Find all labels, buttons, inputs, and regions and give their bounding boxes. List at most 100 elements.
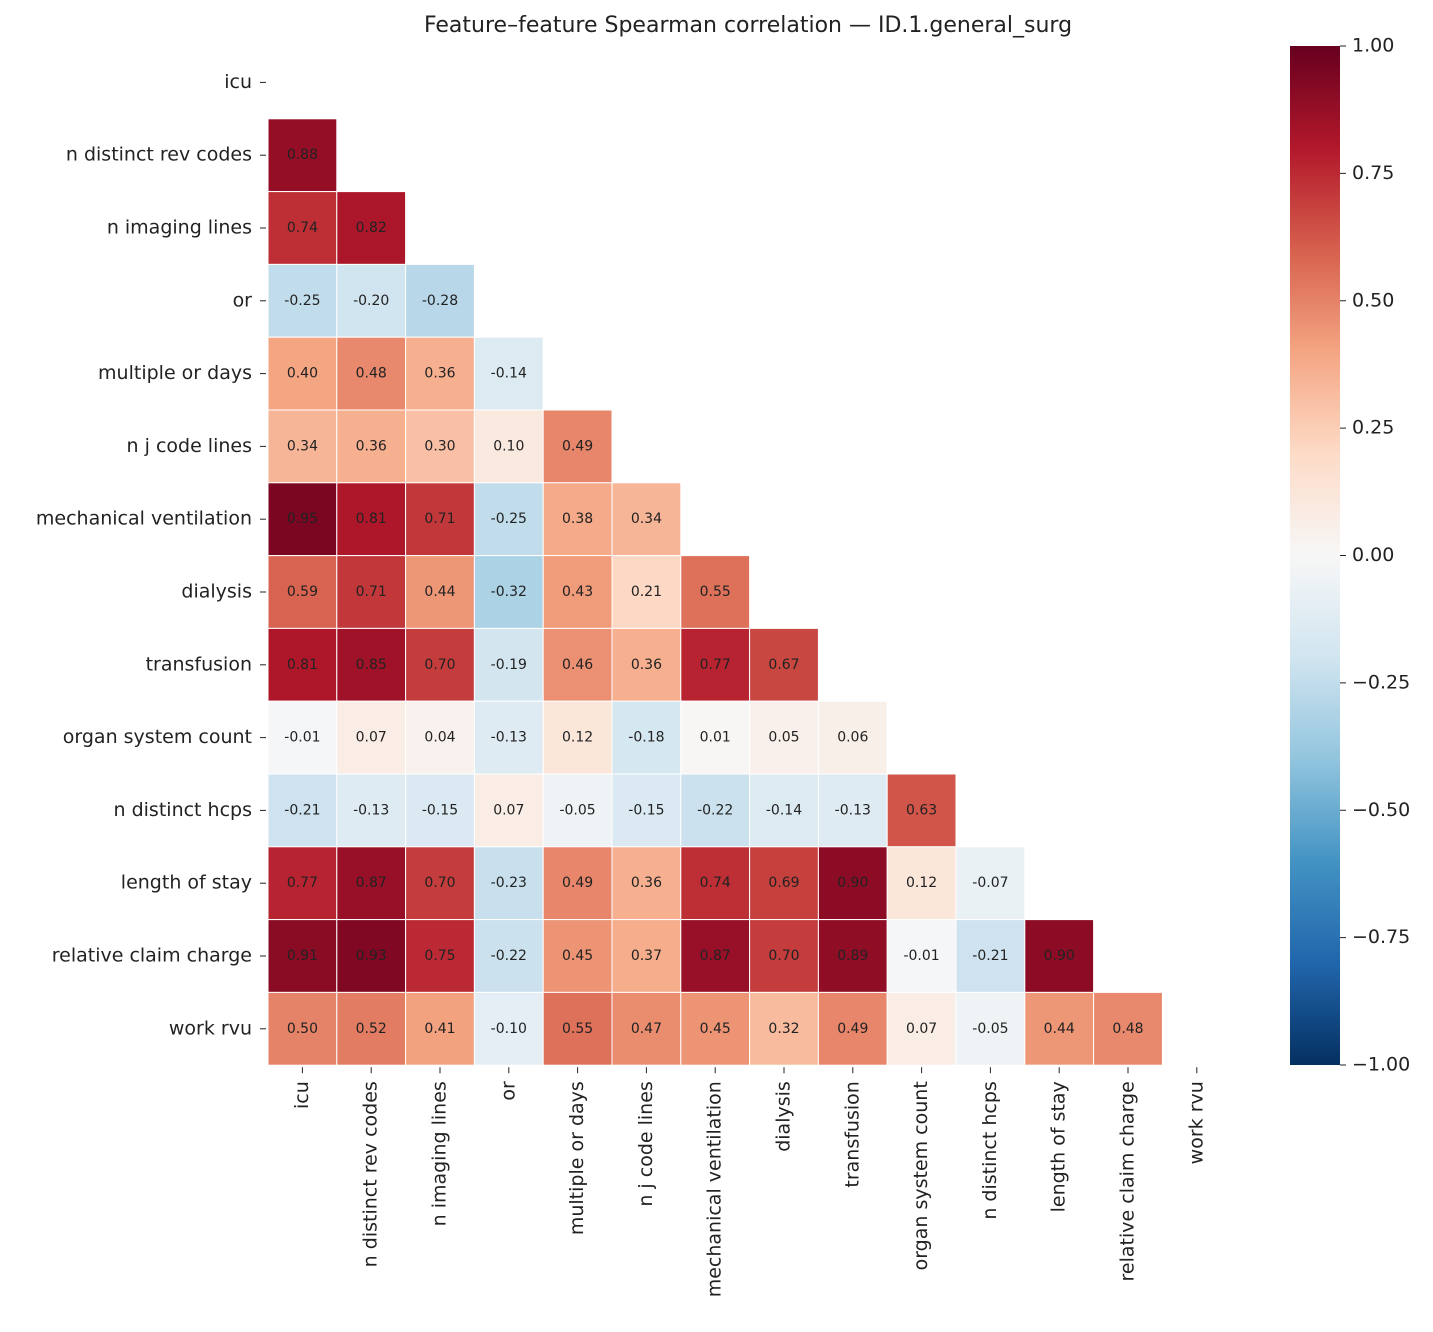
- cell-label: 0.55: [700, 584, 731, 600]
- heatmap-cell: [611, 991, 682, 1066]
- heatmap-cell: [473, 700, 544, 775]
- cell-label: 0.34: [287, 438, 318, 454]
- x-tick-label: organ system count: [910, 1081, 932, 1270]
- heatmap-cell: [336, 336, 407, 411]
- y-tick-label: mechanical ventilation: [36, 508, 252, 530]
- cell-label: -0.01: [284, 730, 320, 746]
- cell-label: 0.87: [356, 875, 387, 891]
- x-tick-label: or: [497, 1081, 519, 1101]
- cell-label: -0.10: [491, 1021, 527, 1037]
- colorbar-tick-label: −0.50: [1352, 799, 1410, 821]
- heatmap-cell: [336, 700, 407, 775]
- cell-label: 0.63: [906, 802, 937, 818]
- heatmap-cell: [955, 991, 1026, 1066]
- cell-label: 0.21: [631, 584, 662, 600]
- colorbar-tick-label: −1.00: [1352, 1054, 1410, 1076]
- heatmap-cell: [405, 482, 475, 557]
- cell-label: 0.48: [1112, 1021, 1143, 1037]
- heatmap-cell: [680, 991, 751, 1066]
- cell-label: 0.45: [562, 948, 593, 964]
- heatmap-cell: [473, 846, 544, 921]
- heatmap-cell: [405, 991, 475, 1066]
- cell-label: -0.22: [491, 948, 527, 964]
- cell-label: 0.41: [424, 1021, 455, 1037]
- heatmap-cell: [405, 336, 475, 411]
- cell-label: 0.70: [424, 657, 455, 673]
- heatmap-cell: [1024, 919, 1095, 993]
- cell-label: 0.07: [493, 802, 524, 818]
- heatmap-cell: [680, 555, 751, 629]
- x-tick-label: dialysis: [773, 1081, 795, 1152]
- cell-label: -0.14: [491, 366, 527, 382]
- y-tick-label: transfusion: [146, 653, 252, 675]
- heatmap-cell: [817, 700, 888, 775]
- cell-label: 0.36: [631, 657, 662, 673]
- cell-label: -0.05: [559, 802, 595, 818]
- heatmap-cell: [611, 919, 682, 993]
- cell-label: 0.07: [356, 730, 387, 746]
- x-tick-label: mechanical ventilation: [704, 1081, 726, 1297]
- cell-label: 0.50: [287, 1021, 318, 1037]
- y-tick-label: n imaging lines: [107, 217, 252, 239]
- heatmap-cell: [886, 919, 957, 993]
- cell-label: -0.21: [972, 948, 1008, 964]
- heatmap-cell: [542, 409, 613, 484]
- heatmap-cell: [749, 700, 819, 775]
- x-tick-label: icu: [291, 1081, 313, 1109]
- heatmap-cell: [611, 555, 682, 629]
- cell-label: -0.14: [766, 802, 802, 818]
- cell-label: 0.32: [768, 1021, 799, 1037]
- cell-label: 0.82: [356, 220, 387, 236]
- cell-label: 0.90: [837, 875, 868, 891]
- cell-label: 0.74: [287, 220, 318, 236]
- heatmap-cell: [473, 991, 544, 1066]
- heatmap-cell: [749, 919, 819, 993]
- cell-label: 0.46: [562, 657, 593, 673]
- heatmap-cell: [886, 991, 957, 1066]
- heatmap-cell: [336, 627, 407, 702]
- heatmap-cell: [611, 846, 682, 921]
- cell-label: -0.15: [628, 802, 664, 818]
- cell-label: -0.28: [422, 293, 458, 309]
- cell-label: 0.37: [631, 948, 662, 964]
- cell-label: -0.18: [628, 730, 664, 746]
- heatmap-cell: [405, 773, 475, 848]
- cell-label: 0.48: [356, 366, 387, 382]
- cell-label: -0.13: [491, 730, 527, 746]
- heatmap-cell: [336, 482, 407, 557]
- colorbar-tick-label: −0.75: [1352, 926, 1410, 948]
- heatmap-cell: [611, 482, 682, 557]
- colorbar: [1290, 46, 1340, 1065]
- heatmap-cell: [473, 627, 544, 702]
- cell-label: -0.13: [835, 802, 871, 818]
- heatmap-cell: [473, 409, 544, 484]
- cell-label: 0.12: [906, 875, 937, 891]
- cell-label: -0.21: [284, 802, 320, 818]
- cell-label: -0.22: [697, 802, 733, 818]
- chart-title: Feature–feature Spearman correlation — I…: [424, 13, 1072, 38]
- heatmap-cell: [749, 627, 819, 702]
- cell-label: 0.36: [631, 875, 662, 891]
- heatmap-cell: [1024, 991, 1095, 1066]
- cell-label: 0.75: [424, 948, 455, 964]
- heatmap-cell: [336, 263, 407, 338]
- y-tick-label: length of stay: [121, 872, 252, 894]
- heatmap-cell: [680, 846, 751, 921]
- heatmap-cell: [886, 773, 957, 848]
- heatmap-cell: [336, 991, 407, 1066]
- heatmap-cell: [267, 409, 338, 484]
- cell-label: 0.12: [562, 730, 593, 746]
- y-tick-label: work rvu: [169, 1017, 252, 1039]
- y-tick-label: organ system count: [63, 726, 252, 748]
- cell-label: 0.71: [356, 584, 387, 600]
- heatmap-cell: [405, 555, 475, 629]
- x-tick-label: relative claim charge: [1117, 1081, 1139, 1281]
- cell-label: 0.36: [356, 438, 387, 454]
- colorbar-tick-label: 0.00: [1352, 544, 1394, 566]
- cell-label: 0.81: [356, 511, 387, 527]
- heatmap-cell: [680, 919, 751, 993]
- heatmap-cell: [611, 627, 682, 702]
- heatmap-cell: [749, 846, 819, 921]
- heatmap-cell: [336, 409, 407, 484]
- colorbar-tick-label: 0.75: [1352, 162, 1394, 184]
